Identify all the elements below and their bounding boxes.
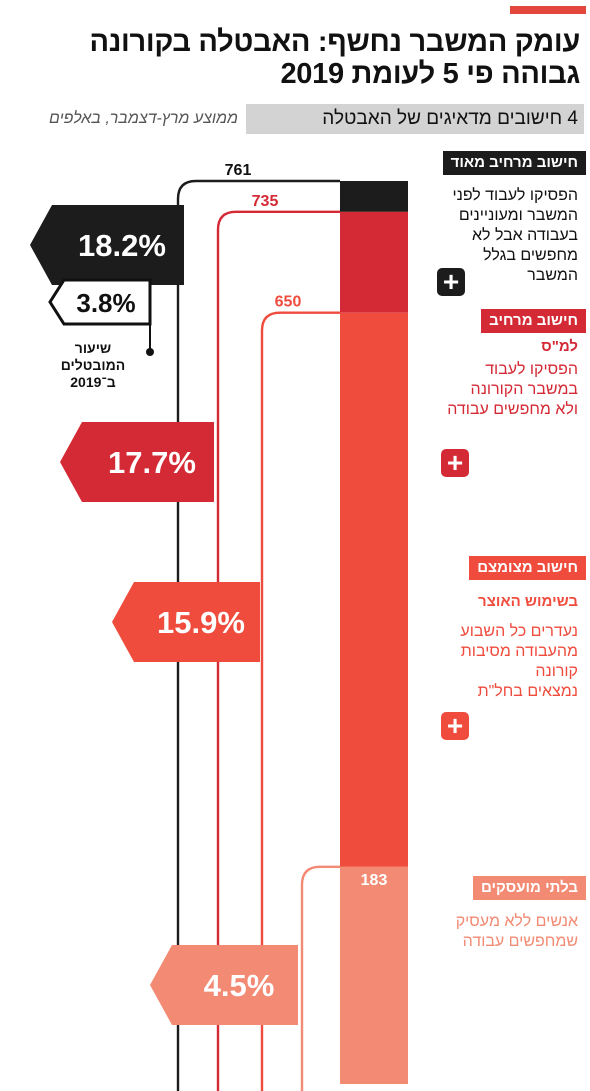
- category-label-unemployed: בלתי מועסקים: [472, 876, 586, 900]
- category-desc-line: בעבודה אבל לא: [471, 227, 578, 244]
- category-sub-broad: למ"ס: [541, 338, 578, 355]
- subtitle: 4 חישובים מדאיגים של האבטלה: [322, 108, 578, 129]
- headline: עומק המשבר נחשף: האבטלה בקורונה גבוהה פי…: [89, 26, 581, 90]
- rate-label: 18.2%: [78, 228, 166, 263]
- category-desc-broad: הפסיקו לעבוד במשבר הקורונה ולא מחפשים עבוד…: [447, 360, 578, 420]
- bracket-line: [300, 865, 340, 1091]
- baseline-2019-tab: [48, 278, 152, 326]
- bar-segment: [340, 312, 408, 867]
- bar-value-label: 650: [275, 294, 302, 311]
- category-desc-line: המשבר: [527, 267, 578, 284]
- rate-label: 17.7%: [108, 445, 196, 480]
- category-desc-line: נעדרים כל השבוע: [460, 623, 578, 640]
- expand-plus-icon[interactable]: +: [441, 712, 469, 740]
- category-label-narrow: חישוב מצומצם: [469, 556, 586, 580]
- category-desc-line: אנשים ללא מעסיק: [455, 913, 578, 930]
- category-desc-line: במשבר הקורונה: [470, 381, 578, 398]
- category-label-very-broad: חישוב מרחיב מאוד: [442, 151, 586, 175]
- rate-label: 4.5%: [204, 968, 275, 1003]
- bracket-line: [176, 179, 340, 1091]
- category-desc-line: המשבר ומעוניינים: [458, 207, 578, 224]
- bracket-line: [216, 210, 340, 1091]
- bracket-line: [260, 311, 340, 1091]
- bar-segment: [340, 866, 408, 1084]
- category-desc-very-broad: הפסיקו לעבוד לפני המשבר ומעוניינים בעבודה …: [452, 186, 578, 286]
- category-label-broad: חישוב מרחיב: [481, 309, 586, 333]
- category-desc-line: מחפשים בגלל: [483, 247, 578, 264]
- bar-value-label: 183: [361, 872, 388, 889]
- baseline-dot: [146, 348, 154, 356]
- baseline-2019-note: שיעור המובטלים ב־2019: [60, 340, 126, 390]
- rate-tab: [112, 582, 260, 662]
- rate-tab: [30, 205, 184, 285]
- rate-tab: [60, 422, 214, 502]
- expand-plus-icon[interactable]: +: [437, 268, 465, 296]
- category-desc-line: הפסיקו לעבוד לפני: [452, 187, 578, 204]
- rate-tab: [150, 945, 298, 1025]
- subtitle-note: ממוצע מרץ-דצמבר, באלפים: [48, 110, 238, 127]
- category-desc-line: ולא מחפשים עבודה: [447, 401, 578, 418]
- expand-plus-icon[interactable]: +: [441, 449, 469, 477]
- category-desc-narrow: נעדרים כל השבוע מהעבודה מסיבות קורונה נמצאי…: [460, 622, 578, 702]
- subtitle-bar: [246, 104, 584, 134]
- bar-value-label: 761: [225, 162, 252, 179]
- category-desc-line: נמצאים בחל"ת: [477, 683, 578, 700]
- category-desc-line: מהעבודה מסיבות: [460, 643, 578, 660]
- category-sub-narrow: בשימוש האוצר: [478, 593, 578, 610]
- category-desc-line: שמחפשים עבודה: [462, 933, 578, 950]
- category-desc-line: קורונה: [535, 663, 578, 680]
- bar-value-label: 735: [252, 193, 279, 210]
- bar-segment: [340, 181, 408, 212]
- bar-segment: [340, 211, 408, 313]
- accent-bar: [510, 6, 586, 14]
- rate-label: 15.9%: [157, 605, 245, 640]
- baseline-2019-label: 3.8%: [76, 288, 135, 318]
- category-desc-line: הפסיקו לעבוד: [485, 361, 578, 378]
- category-desc-unemployed: אנשים ללא מעסיק שמחפשים עבודה: [456, 912, 578, 952]
